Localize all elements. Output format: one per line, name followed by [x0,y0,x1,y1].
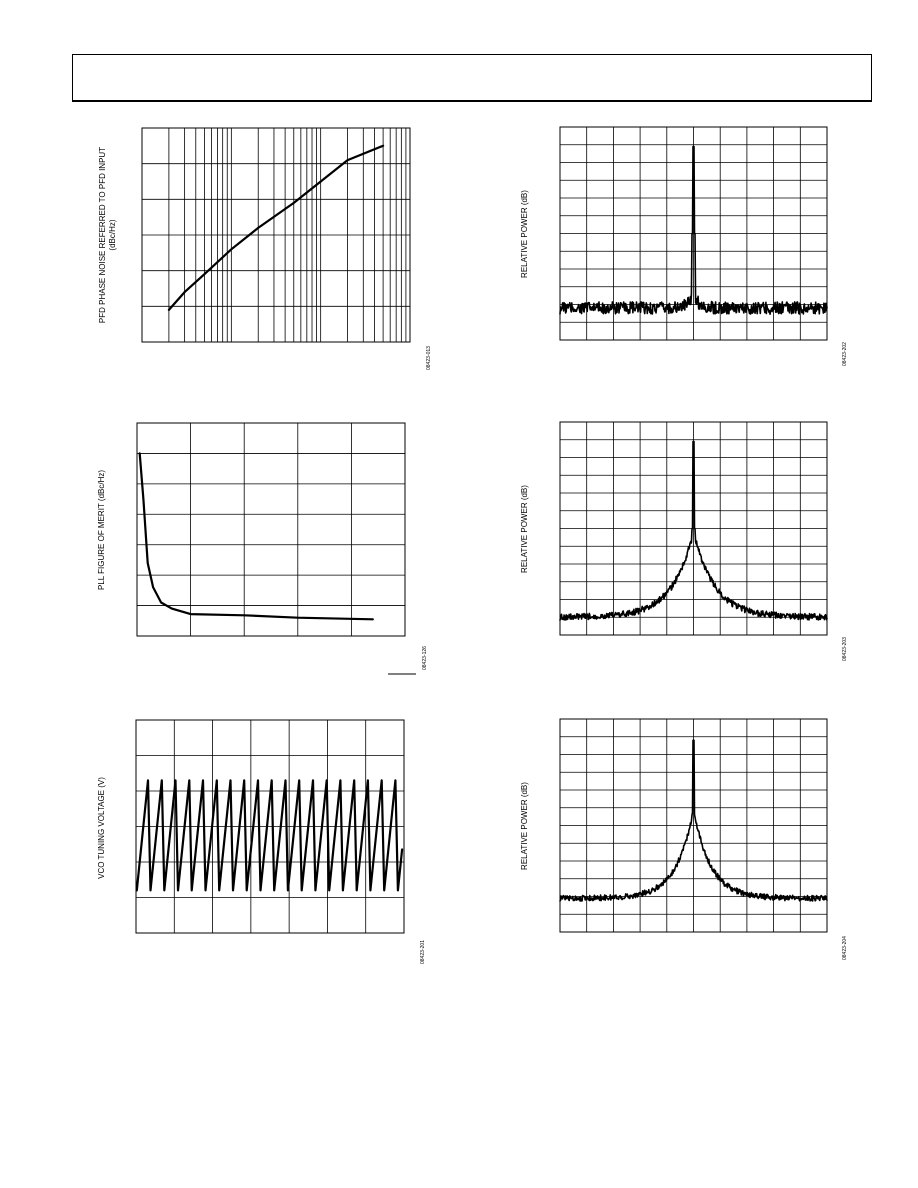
series-line [559,739,828,902]
chart-relative-power-1: RELATIVE POWER (dB) 08423-202 [520,126,848,366]
figure-code: 08423-013 [426,346,432,370]
chart-vco-tuning-voltage: VCO TUNING VOLTAGE (V) 08423-201 [97,719,426,964]
chart-frame [141,127,411,343]
chart-y-axis-label: RELATIVE POWER (dB) [520,782,529,870]
chart-y-axis-label: RELATIVE POWER (dB) [520,190,529,278]
chart-frame [559,718,828,933]
chart-y-axis-label-unit: (dBc/Hz) [108,219,117,250]
chart-pll-figure-of-merit: PLL FIGURE OF MERIT (dBc/Hz) 08423-126 [97,422,428,675]
chart-frame [135,719,405,934]
series-line [559,440,828,621]
figure-code: 08423-202 [842,342,848,366]
chart-grid [142,128,410,342]
chart-grid [137,423,405,636]
series-line [135,779,404,892]
figure-code: 08423-203 [842,637,848,661]
chart-grid [560,422,827,635]
page-header-bar [72,54,872,102]
chart-y-axis-label: RELATIVE POWER (dB) [520,485,529,573]
series-line [559,145,828,315]
chart-relative-power-2: RELATIVE POWER (dB) 08423-203 [520,421,848,661]
series-line [167,144,385,311]
figure-code: 08423-126 [422,646,428,670]
chart-frame [559,126,828,341]
chart-y-axis-label: VCO TUNING VOLTAGE (V) [97,777,106,879]
chart-relative-power-3: RELATIVE POWER (dB) 08423-204 [520,718,848,960]
chart-frame [559,421,828,636]
chart-y-axis-label: PFD PHASE NOISE REFERRED TO PFD INPUT [98,147,107,323]
chart-frame [136,422,406,637]
chart-y-axis-label: PLL FIGURE OF MERIT (dBc/Hz) [97,470,106,590]
figure-code: 08423-201 [420,940,426,964]
chart-pfd-phase-noise: PFD PHASE NOISE REFERRED TO PFD INPUT (d… [98,127,432,370]
figure-code: 08423-204 [842,936,848,960]
series-line [138,452,374,621]
